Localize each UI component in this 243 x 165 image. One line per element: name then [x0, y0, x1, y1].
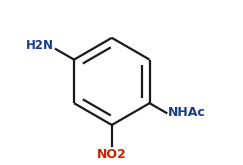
- Text: NO2: NO2: [97, 148, 127, 161]
- Text: NHAc: NHAc: [168, 106, 206, 119]
- Text: H2N: H2N: [26, 39, 53, 52]
